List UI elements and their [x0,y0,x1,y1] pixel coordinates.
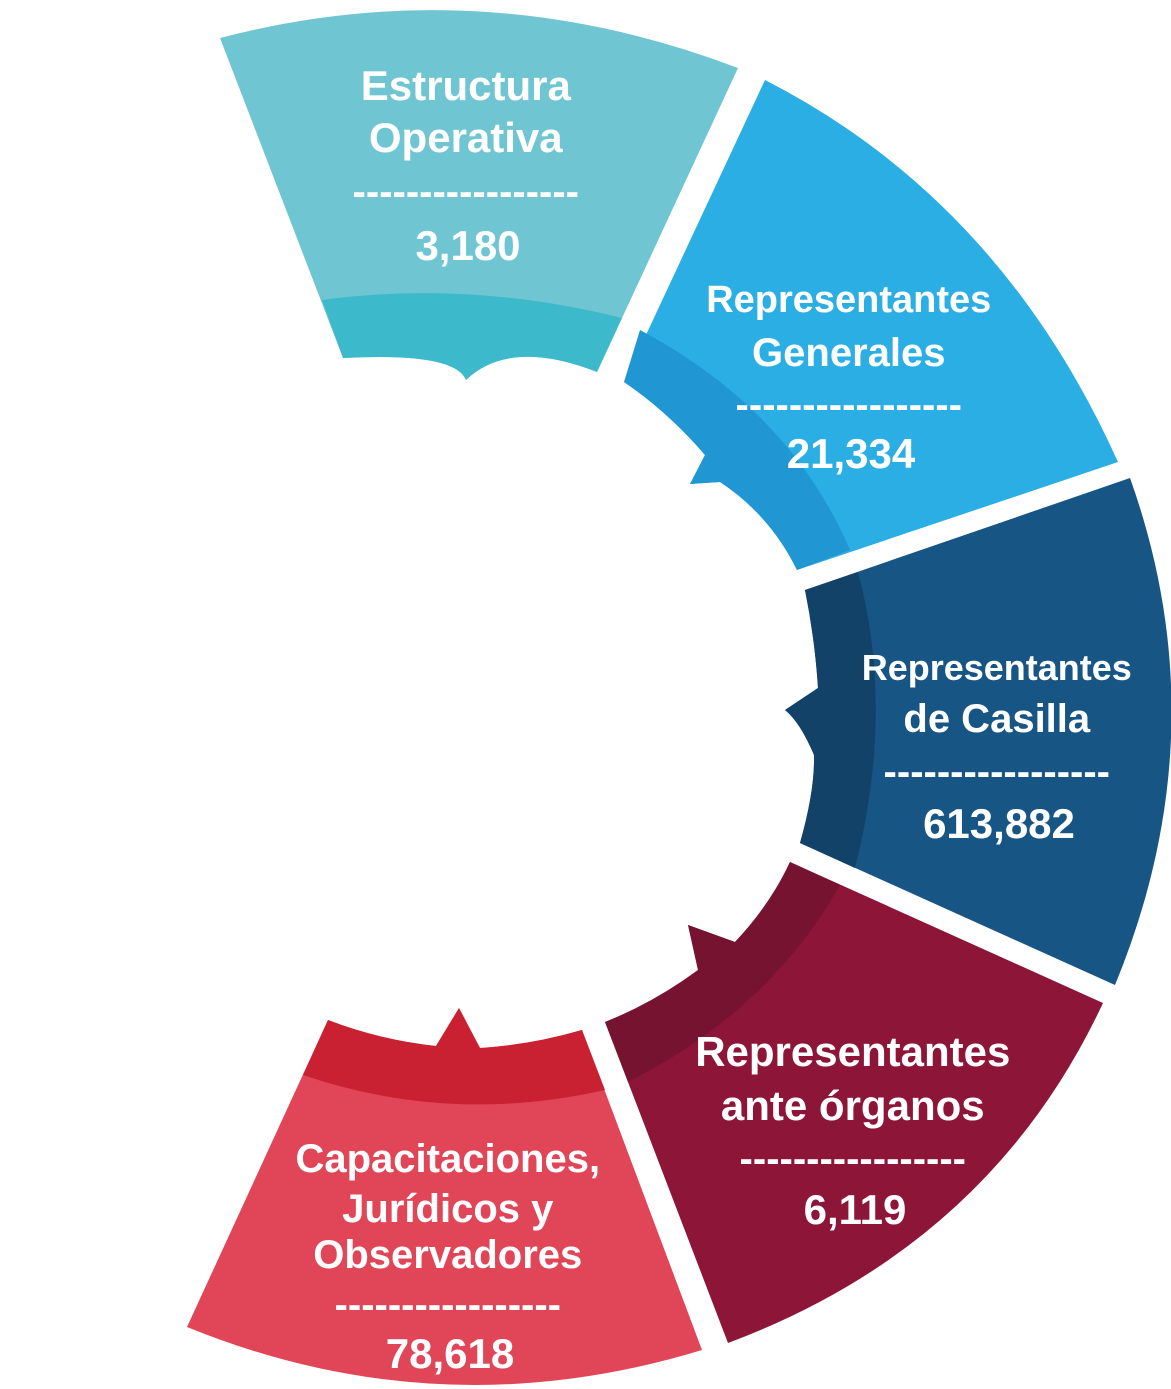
capacitaciones-label-line-1: Capacitaciones, [295,1137,600,1181]
segment-capacitaciones-inner-band [303,1008,605,1105]
segment-capacitaciones-body [187,1008,702,1385]
generales-separator: ----------------- [736,383,962,427]
capacitaciones-label-line-3: Observadores [313,1233,582,1277]
casilla-label-line-2: de Casilla [903,697,1091,741]
generales-label-line-1: Representantes [706,279,991,321]
capacitaciones-label-line-2: Jurídicos y [342,1187,554,1231]
organos-label: Representantes ante órganos ------------… [695,1028,1015,1233]
capacitaciones-value: 78,618 [386,1330,514,1377]
estructura-value: 3,180 [415,222,520,269]
segment-estructura-operativa: Estructura Operativa ----------------- 3… [220,10,738,380]
organos-label-line-1: Representantes [695,1028,1010,1075]
generales-label: Representantes Generales ---------------… [706,279,996,477]
capacitaciones-separator: ----------------- [335,1283,561,1327]
segment-capacitaciones: Capacitaciones, Jurídicos y Observadores… [187,1008,702,1385]
generales-label-line-2: Generales [752,331,945,375]
segment-generales-inner-band [624,330,850,570]
organos-separator: ----------------- [740,1137,966,1181]
casilla-separator: ----------------- [884,750,1110,794]
estructura-separator: ----------------- [353,170,579,214]
segment-representantes-casilla: Representantes de Casilla --------------… [785,478,1171,985]
organos-value: 6,119 [804,1186,907,1233]
segment-organos-inner-band [605,862,840,1082]
segment-casilla-body [785,478,1171,985]
casilla-label: Representantes de Casilla --------------… [862,647,1137,847]
capacitaciones-label: Capacitaciones, Jurídicos y Observadores… [295,1137,604,1377]
estructura-label-line-2: Operativa [369,114,563,161]
segment-casilla-inner-band [785,572,876,868]
estructura-label: Estructura Operativa ----------------- 3… [353,62,584,269]
estructura-label-line-1: Estructura [361,62,572,109]
segment-estructura-body [220,10,738,380]
segment-estructura-inner-band [322,293,622,380]
organos-label-line-2: ante órganos [721,1082,985,1129]
segment-representantes-generales: Representantes Generales ---------------… [624,80,1118,570]
generales-value: 21,334 [787,430,916,477]
casilla-value: 613,882 [923,800,1075,847]
segment-representantes-organos: Representantes ante órganos ------------… [605,862,1103,1343]
casilla-label-line-1: Representantes [862,647,1132,688]
